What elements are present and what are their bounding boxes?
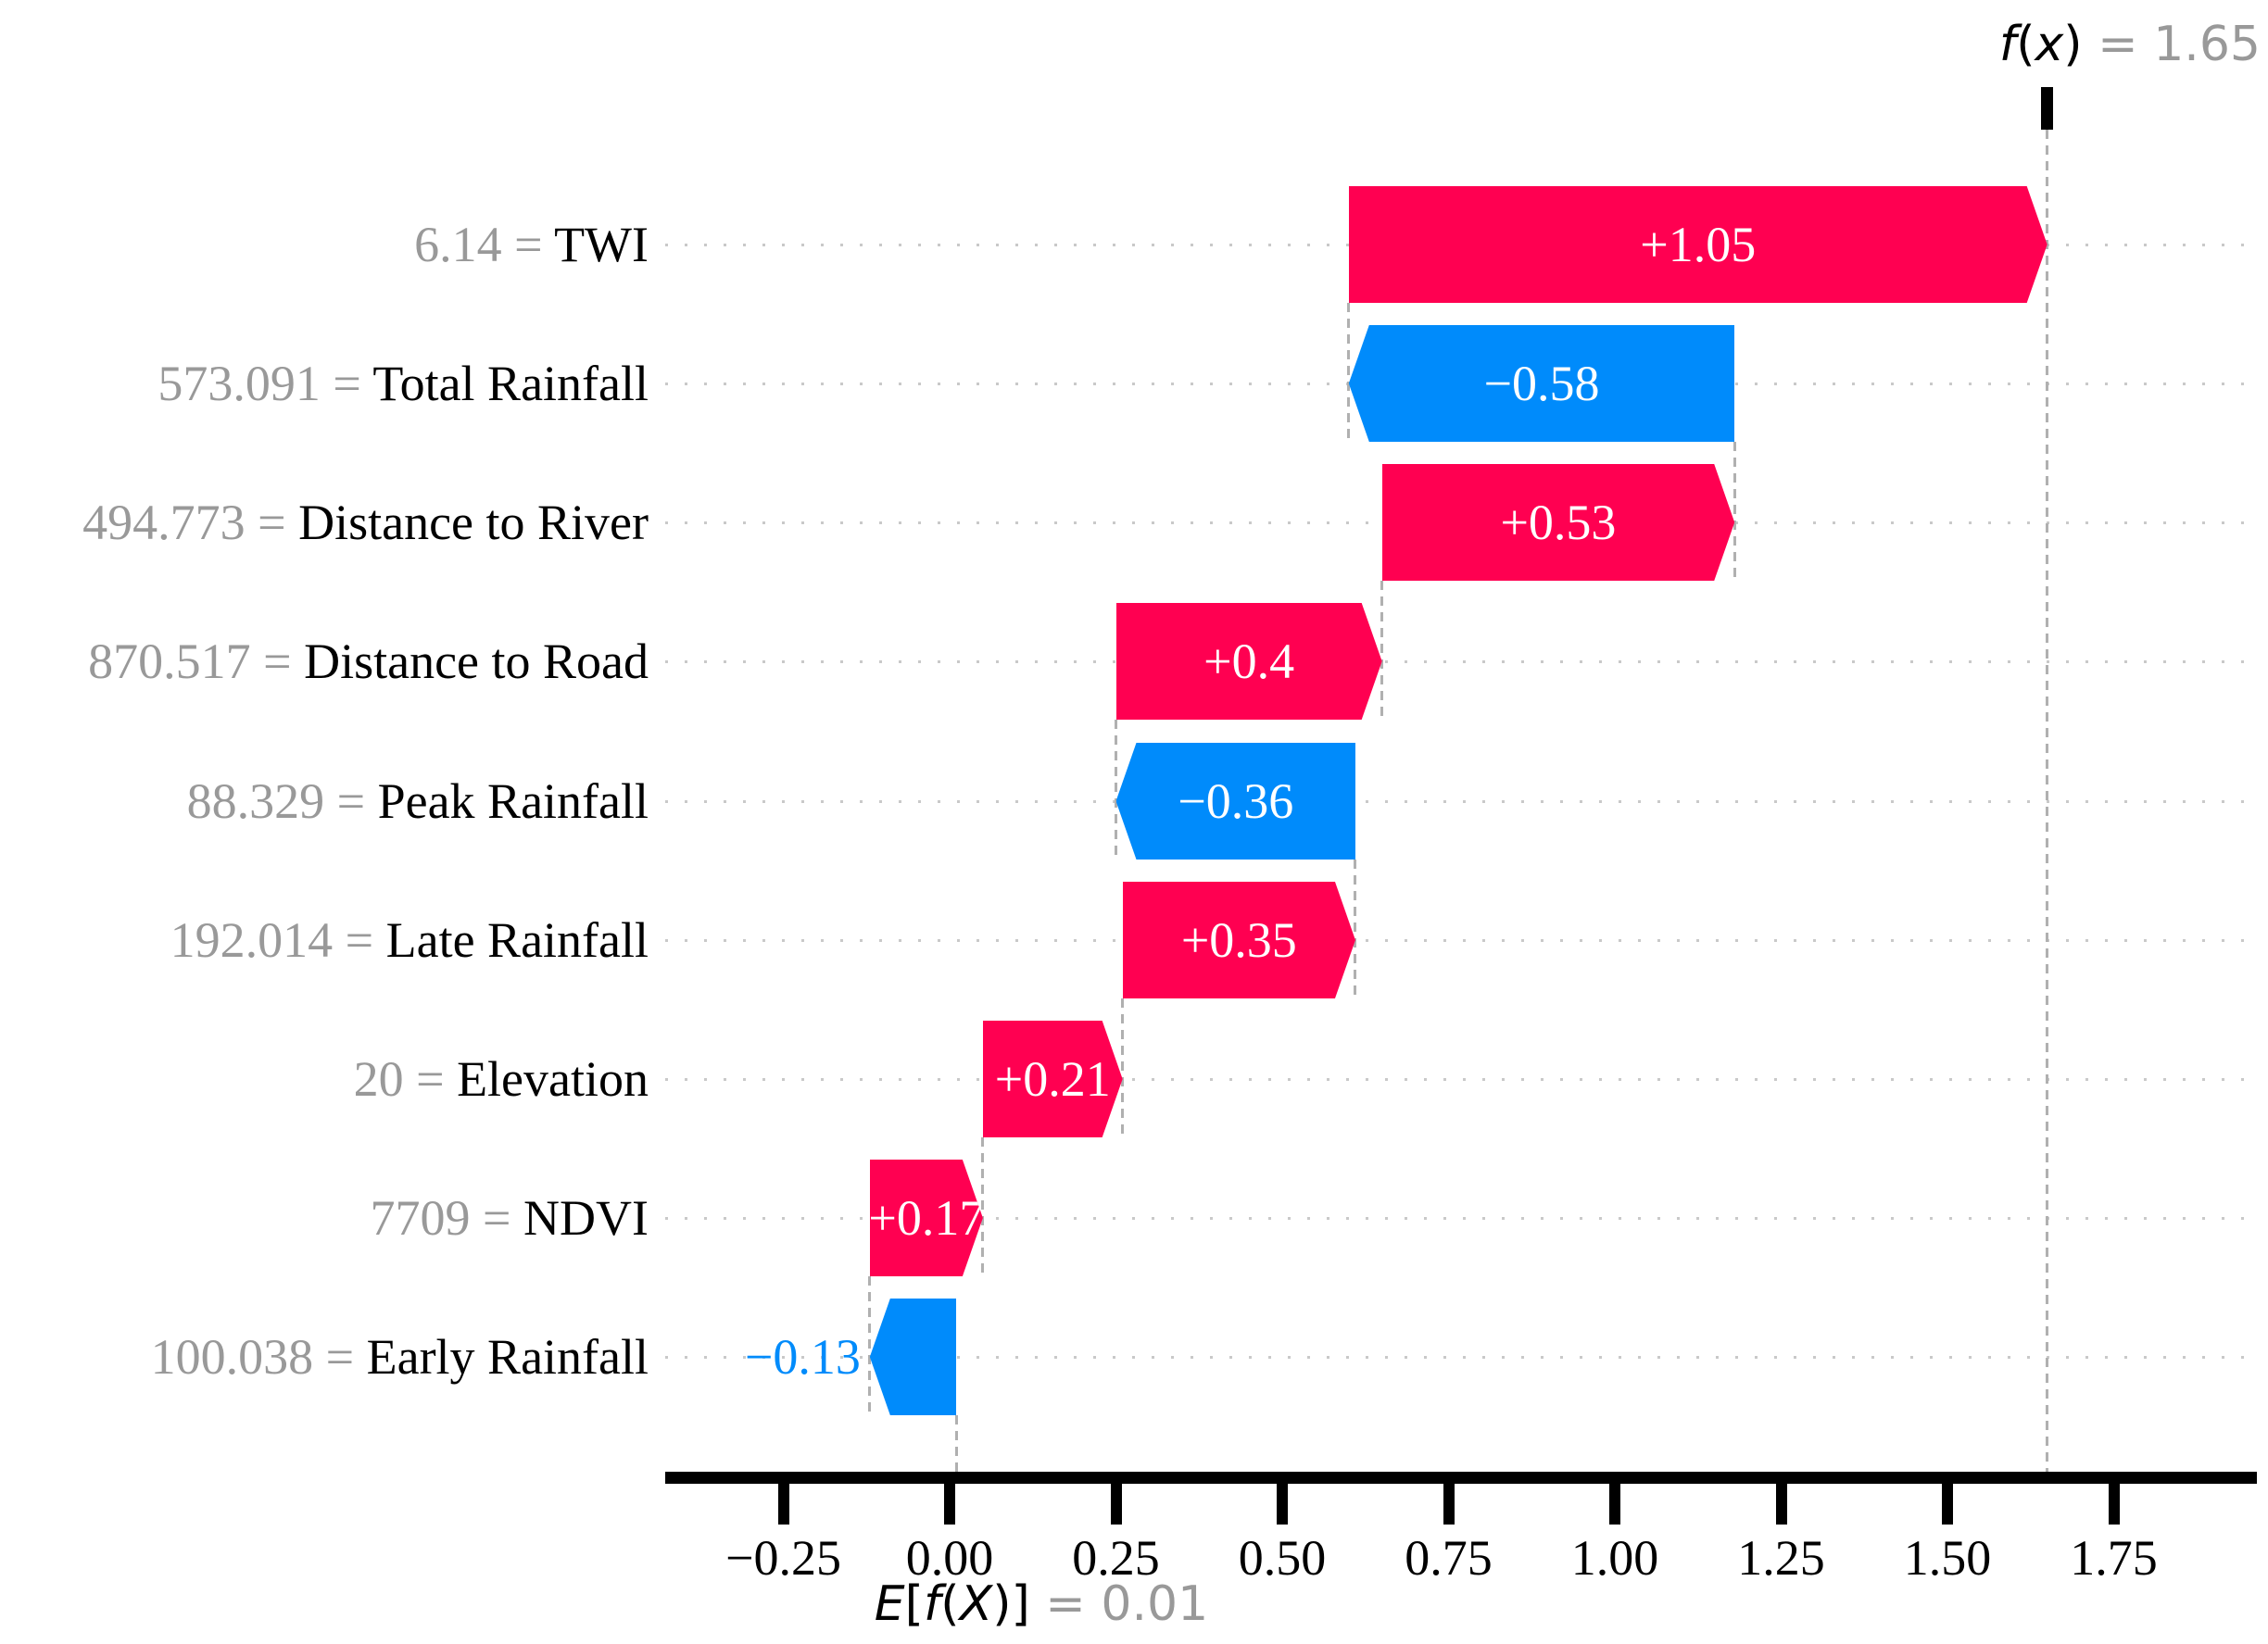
feature-name: Peak Rainfall [377, 773, 649, 829]
bar-value-label: −0.13 [744, 1329, 861, 1385]
feature-name: Elevation [457, 1051, 649, 1107]
shap-bar-total-rainfall: −0.58 [1348, 325, 1735, 442]
x-axis-tick-label: 0.00 [905, 1530, 994, 1586]
connector-line [1380, 581, 1384, 720]
x-axis-tick-label: 0.25 [1072, 1530, 1160, 1586]
bar-value-label: +0.35 [1180, 912, 1297, 968]
feature-name: Early Rainfall [366, 1329, 649, 1385]
x-axis-tick-label: 1.00 [1570, 1530, 1659, 1586]
feature-name: Total Rainfall [372, 356, 649, 411]
row-gridline [665, 1078, 2257, 1081]
bar-value-label: +0.53 [1500, 495, 1617, 550]
shap-bar-ndvi: +0.17 [870, 1160, 983, 1276]
x-axis-tick [1775, 1484, 1787, 1525]
connector-line [1121, 998, 1125, 1137]
shap-bar-late-rainfall: +0.35 [1123, 882, 1355, 998]
connector-line [2046, 130, 2049, 1472]
row-gridline [665, 1217, 2257, 1220]
feature-value: 573.091 = [158, 356, 373, 411]
x-axis-tick-label: 0.50 [1238, 1530, 1327, 1586]
x-axis-tick [2108, 1484, 2120, 1525]
x-axis-tick [1277, 1484, 1288, 1525]
feature-label-ndvi: 7709 = NDVI [0, 1160, 649, 1276]
shap-bar-peak-rainfall: −0.36 [1115, 743, 1355, 860]
bar-value-label: +0.4 [1203, 634, 1295, 689]
feature-label-distance-to-road: 870.517 = Distance to Road [0, 603, 649, 720]
base-value-annotation: E[f(X)] = 0.01 [875, 1580, 1208, 1628]
row-gridline [665, 939, 2257, 942]
connector-line [1115, 720, 1117, 860]
x-axis-tick-label: 1.25 [1737, 1530, 1825, 1586]
feature-label-peak-rainfall: 88.329 = Peak Rainfall [0, 743, 649, 860]
shap-bar-distance-to-river: +0.53 [1382, 464, 1735, 581]
feature-label-early-rainfall: 100.038 = Early Rainfall [0, 1299, 649, 1415]
connector-line [981, 1137, 985, 1276]
feature-name: NDVI [523, 1190, 649, 1246]
base-equals: = [1029, 1576, 1102, 1632]
x-axis-line [665, 1472, 2257, 1484]
feature-label-elevation: 20 = Elevation [0, 1021, 649, 1137]
connector-line [1347, 303, 1351, 442]
x-axis-tick [944, 1484, 955, 1525]
feature-value: 192.014 = [170, 912, 386, 968]
fx-tick-mark [2041, 87, 2054, 130]
shap-bar-early-rainfall [869, 1299, 957, 1415]
x-axis-tick-label: 1.50 [1903, 1530, 1992, 1586]
shap-bar-twi: +1.05 [1349, 186, 2048, 303]
row-gridline [665, 1356, 2257, 1359]
feature-value: 88.329 = [186, 773, 378, 829]
x-axis-tick [1443, 1484, 1455, 1525]
x-axis-tick-label: −0.25 [725, 1530, 841, 1586]
feature-label-distance-to-river: 494.773 = Distance to River [0, 464, 649, 581]
base-symbol: E[f(X)] [874, 1576, 1030, 1632]
feature-label-late-rainfall: 192.014 = Late Rainfall [0, 882, 649, 998]
feature-name: Distance to Road [304, 634, 649, 689]
row-gridline [665, 660, 2257, 663]
fx-annotation: f(x) = 1.65 [1999, 20, 2261, 69]
x-axis-tick-label: 1.75 [2070, 1530, 2158, 1586]
feature-name: Late Rainfall [385, 912, 649, 968]
connector-line [868, 1276, 872, 1415]
shap-bar-distance-to-road: +0.4 [1116, 603, 1382, 720]
feature-label-total-rainfall: 573.091 = Total Rainfall [0, 325, 649, 442]
fx-symbol: f(x) [1998, 17, 2083, 72]
x-axis-tick [1609, 1484, 1620, 1525]
row-gridline [665, 800, 2257, 803]
bar-value-label: +1.05 [1640, 217, 1757, 272]
x-axis-tick [1110, 1484, 1122, 1525]
connector-line [954, 1415, 958, 1472]
x-axis-tick-label: 0.75 [1405, 1530, 1493, 1586]
fx-value: 1.65 [2153, 17, 2261, 72]
x-axis-tick [1942, 1484, 1953, 1525]
feature-value: 100.038 = [150, 1329, 367, 1385]
feature-value: 494.773 = [82, 495, 299, 550]
bar-value-label: +0.21 [994, 1051, 1111, 1107]
feature-label-twi: 6.14 = TWI [0, 186, 649, 303]
bar-value-label: −0.58 [1483, 356, 1600, 411]
base-value: 0.01 [1101, 1576, 1209, 1632]
fx-equals: = [2082, 17, 2154, 72]
x-axis-tick [777, 1484, 789, 1525]
shap-bar-elevation: +0.21 [983, 1021, 1123, 1137]
bar-value-label: −0.36 [1178, 773, 1294, 829]
feature-name: TWI [554, 217, 649, 272]
feature-name: Distance to River [298, 495, 649, 550]
feature-value: 6.14 = [414, 217, 555, 272]
feature-value: 870.517 = [88, 634, 305, 689]
connector-line [1732, 442, 1736, 581]
connector-line [1354, 860, 1357, 998]
bar-value-label: +0.17 [868, 1190, 985, 1246]
feature-value: 7709 = [370, 1190, 524, 1246]
feature-value: 20 = [353, 1051, 458, 1107]
